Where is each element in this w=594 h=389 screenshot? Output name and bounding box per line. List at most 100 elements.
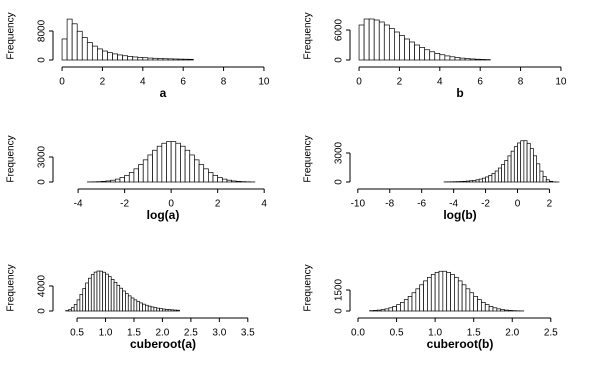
histogram-bar (132, 56, 139, 61)
x-tick-label: -2 (481, 199, 490, 210)
histogram-bar (91, 45, 98, 61)
x-tick-label: 0 (59, 77, 65, 88)
histogram-bar (475, 179, 480, 183)
histogram-bar (142, 303, 146, 312)
x-tick-label: 0 (515, 199, 521, 210)
histogram-bar (479, 59, 486, 61)
histogram-bar (388, 307, 394, 312)
histogram-bar (450, 274, 455, 312)
y-tick-label: 3000 (37, 145, 48, 168)
histogram-bar (162, 308, 166, 312)
histogram-bar (545, 179, 550, 183)
histogram-bar (434, 271, 440, 312)
histogram-bar (133, 168, 139, 183)
x-tick-label: 0 (168, 199, 174, 210)
histogram-bar (189, 154, 195, 183)
histogram-bar (137, 57, 144, 61)
histogram-bar (217, 177, 223, 183)
histogram-bar (469, 58, 476, 61)
y-tick-label: 0 (37, 57, 48, 63)
histogram-bar (465, 288, 471, 312)
histogram-bar (473, 296, 478, 312)
x-tick-label: 3.0 (212, 328, 226, 339)
histogram-bar (167, 58, 174, 61)
histogram-bar (125, 293, 129, 312)
x-tick-label: 2 (397, 77, 403, 88)
histogram-bar (156, 145, 163, 183)
y-tick-label: 0 (334, 179, 345, 185)
histogram-bar (497, 167, 502, 183)
histogram-bar (110, 278, 115, 312)
y-tick-label: 1500 (334, 278, 345, 301)
x-tick-label: 10 (258, 77, 270, 88)
histogram-bar (152, 57, 159, 61)
histogram-bar (409, 41, 415, 61)
histogram-bar (439, 54, 446, 61)
histogram-bar (102, 50, 108, 61)
histogram-bar (76, 299, 81, 312)
histogram-bar (172, 58, 179, 61)
histogram-bar (138, 164, 144, 183)
histogram-bar (175, 142, 181, 183)
x-axis-label: cuberoot(b) (427, 337, 494, 351)
histogram-bar (170, 309, 175, 312)
histogram-bar (176, 309, 180, 312)
histogram-bar (414, 44, 420, 61)
histogram-bar (388, 28, 395, 61)
histogram-bar (153, 307, 158, 312)
y-axis-label: Frequency (6, 135, 17, 182)
histogram-bar (459, 181, 464, 183)
histogram-bar (86, 42, 93, 61)
y-axis-label: Frequency (6, 264, 17, 311)
histogram-bar (73, 304, 78, 312)
histogram-bar (529, 148, 534, 183)
histogram-bar (500, 309, 505, 312)
histogram-bar (162, 58, 169, 61)
x-tick-label: 2 (547, 199, 553, 210)
histogram-bar (400, 302, 405, 312)
histogram-bar (496, 308, 502, 312)
histogram-bar (384, 308, 390, 312)
histogram-bar (152, 149, 158, 183)
x-tick-label: 1.0 (99, 328, 113, 339)
histogram-bar (504, 160, 509, 183)
histogram-bar (81, 37, 88, 61)
histogram-bar (549, 180, 553, 183)
histogram-bar (136, 301, 141, 312)
histogram-bar (481, 302, 486, 312)
histogram-bar (102, 271, 106, 312)
histogram-bar (472, 179, 477, 183)
histogram-bar (492, 307, 498, 312)
histogram-bar (424, 49, 431, 61)
histogram-bar (147, 154, 153, 183)
x-tick-label: 1.5 (127, 328, 141, 339)
histogram-bar (88, 277, 92, 312)
histogram-bar (539, 170, 544, 183)
x-tick-label: 0 (356, 77, 362, 88)
histogram-bar (110, 179, 116, 183)
histogram-bar (114, 178, 121, 183)
histogram-bar (173, 309, 178, 312)
histogram-bar (494, 170, 499, 183)
histogram-bar (482, 177, 486, 183)
histogram-bar (231, 180, 237, 183)
histogram-bar (184, 149, 191, 183)
histogram-bar (187, 58, 194, 61)
histogram-bar (159, 308, 163, 312)
histogram-bar (177, 58, 184, 61)
x-axis-label: cuberoot(a) (130, 337, 196, 351)
x-axis-label: log(b) (443, 208, 476, 222)
histogram-bar (469, 292, 475, 312)
x-tick-label: 4 (261, 199, 267, 210)
histogram-bar (112, 53, 118, 61)
x-tick-label: -8 (385, 199, 394, 210)
x-tick-label: 1.0 (428, 328, 442, 339)
histogram-bar (427, 276, 432, 312)
x-tick-label: 2.5 (544, 328, 558, 339)
histogram-bar (142, 57, 149, 61)
histogram-bar (66, 18, 73, 61)
histogram-bar (394, 31, 400, 61)
histogram-bar (376, 309, 382, 312)
histogram-bar (105, 180, 112, 183)
